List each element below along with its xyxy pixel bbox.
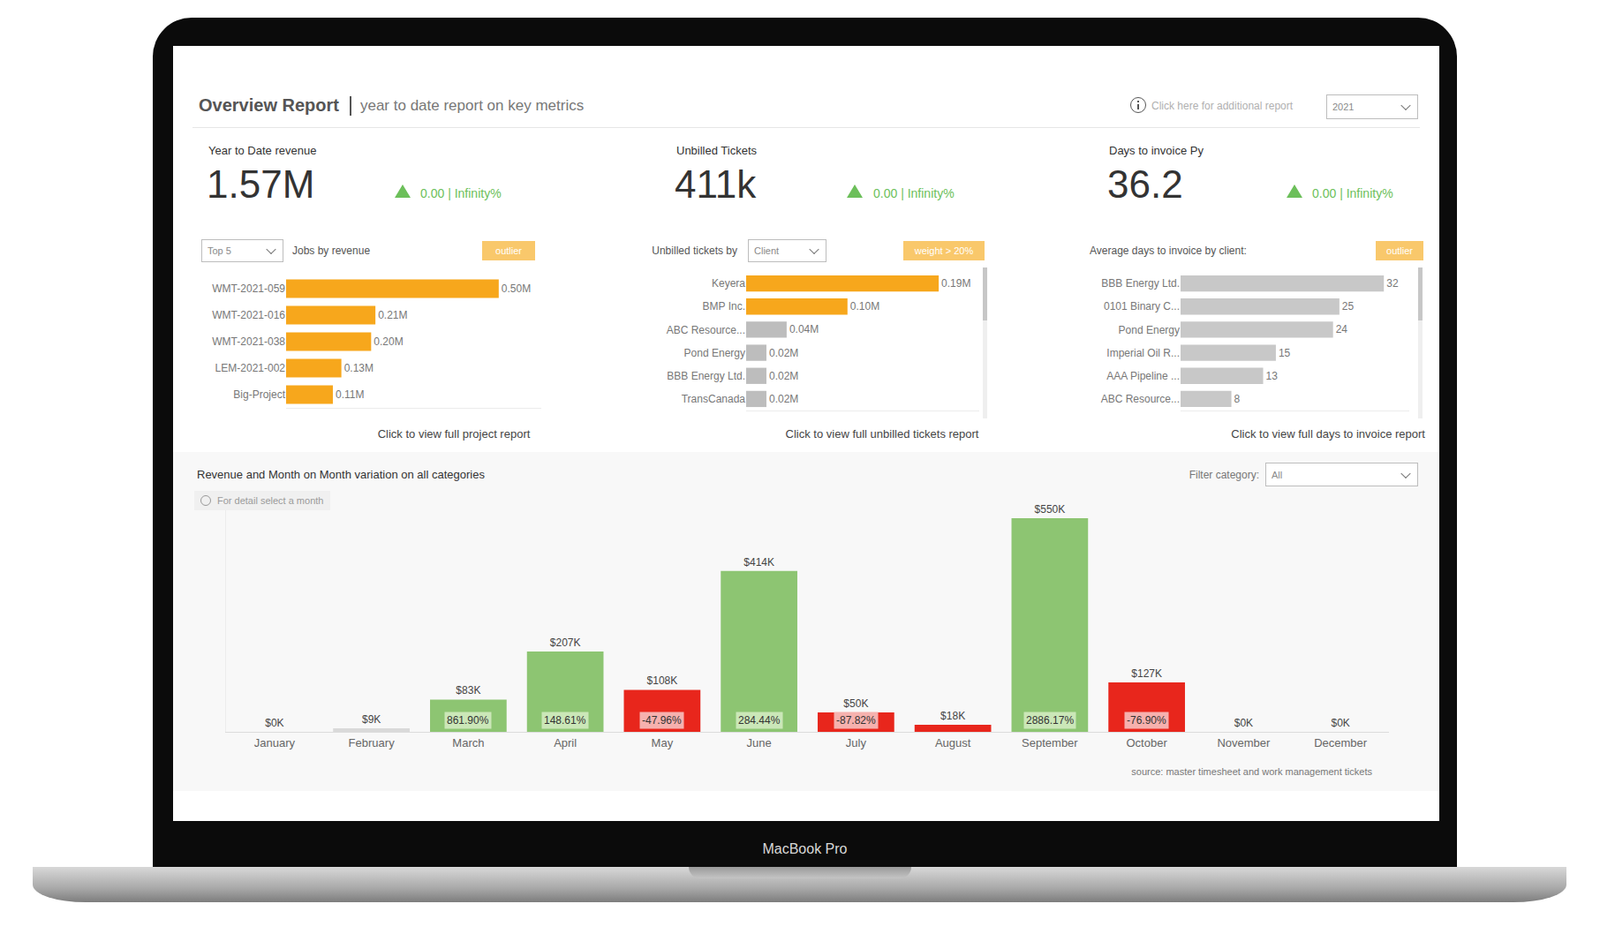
svg-text:Pond Energy: Pond Energy xyxy=(1118,324,1180,337)
svg-text:February: February xyxy=(348,736,396,750)
svg-text:0101 Binary C...: 0101 Binary C... xyxy=(1103,300,1180,313)
svg-text:December: December xyxy=(1313,736,1368,750)
svg-text:BBB Energy Ltd.: BBB Energy Ltd. xyxy=(1101,277,1180,290)
svg-text:BMP Inc.: BMP Inc. xyxy=(702,300,746,313)
svg-text:284.44%: 284.44% xyxy=(738,714,781,727)
svg-text:$127K: $127K xyxy=(1131,667,1163,680)
svg-text:$414K: $414K xyxy=(743,556,775,569)
svg-text:ABC Resource...: ABC Resource... xyxy=(666,324,746,337)
svg-text:November: November xyxy=(1216,736,1271,750)
html-text:0.00 | Infinity%: 0.00 | Infinity% xyxy=(1312,186,1394,201)
html-text:Filter category:: Filter category: xyxy=(1189,468,1260,482)
svg-text:TransCanada: TransCanada xyxy=(681,392,747,406)
svg-text:15: 15 xyxy=(1278,347,1291,360)
html-text:Year to Date revenue: Year to Date revenue xyxy=(208,143,317,158)
html-text:Click to view full unbilled ti: Click to view full unbilled tickets repo… xyxy=(785,427,979,441)
html-text:source: master timesheet and w: source: master timesheet and work manage… xyxy=(1131,766,1373,778)
svg-text:BBB Energy Ltd.: BBB Energy Ltd. xyxy=(666,369,746,383)
svg-text:October: October xyxy=(1126,736,1169,750)
svg-text:$9K: $9K xyxy=(362,713,381,726)
svg-text:$50K: $50K xyxy=(843,697,868,710)
html-text:Click to view full days to inv: Click to view full days to invoice repor… xyxy=(1231,427,1426,441)
html-text:Click here for additional repo: Click here for additional report xyxy=(1151,99,1293,113)
html-text:0.00 | Infinity%: 0.00 | Infinity% xyxy=(420,186,502,201)
svg-text:Big-Project: Big-Project xyxy=(233,388,286,401)
svg-text:-76.90%: -76.90% xyxy=(1126,714,1167,727)
svg-text:WMT-2021-038: WMT-2021-038 xyxy=(211,335,286,348)
html-text:outlier: outlier xyxy=(495,245,522,257)
svg-text:0.20M: 0.20M xyxy=(373,335,403,348)
svg-text:January: January xyxy=(254,736,296,750)
svg-text:13: 13 xyxy=(1266,369,1279,383)
svg-text:25: 25 xyxy=(1342,300,1355,313)
svg-text:$108K: $108K xyxy=(647,674,679,687)
svg-text:Keyera: Keyera xyxy=(711,277,746,290)
svg-text:May: May xyxy=(651,736,674,750)
svg-text:Pond Energy: Pond Energy xyxy=(684,347,746,360)
html-text:Unbilled Tickets: Unbilled Tickets xyxy=(676,143,757,158)
html-text:411k: 411k xyxy=(674,162,757,206)
svg-text:0.02M: 0.02M xyxy=(769,347,799,360)
svg-text:0.04M: 0.04M xyxy=(789,323,819,336)
svg-text:32: 32 xyxy=(1386,277,1399,290)
svg-text:0.21M: 0.21M xyxy=(377,309,408,322)
html-text:Unbilled tickets by: Unbilled tickets by xyxy=(651,244,738,257)
html-text:1.57M: 1.57M xyxy=(206,162,315,206)
html-text:weight > 20%: weight > 20% xyxy=(914,245,974,257)
svg-text:-47.96%: -47.96% xyxy=(641,714,682,727)
svg-text:AAA Pipeline ...: AAA Pipeline ... xyxy=(1106,369,1180,383)
html-text:2021: 2021 xyxy=(1332,101,1355,113)
svg-text:$0K: $0K xyxy=(264,716,284,730)
html-text:Client: Client xyxy=(754,245,779,257)
html-text:Overview Report: Overview Report xyxy=(198,95,340,115)
svg-text:861.90%: 861.90% xyxy=(446,714,490,727)
svg-text:July: July xyxy=(845,736,868,750)
svg-text:$83K: $83K xyxy=(455,684,481,697)
html-text:year to date report on key met: year to date report on key metrics xyxy=(360,96,584,114)
svg-text:8: 8 xyxy=(1234,392,1241,406)
svg-text:0.11M: 0.11M xyxy=(335,388,364,401)
svg-text:0.10M: 0.10M xyxy=(850,300,880,313)
svg-text:0.50M: 0.50M xyxy=(501,282,531,295)
html-text:For detail select a month: For detail select a month xyxy=(217,495,324,506)
html-text:Revenue and Month on Month var: Revenue and Month on Month variation on … xyxy=(196,467,485,482)
svg-text:0.02M: 0.02M xyxy=(769,392,799,406)
html-text:Average days to invoice by cli: Average days to invoice by client: xyxy=(1089,244,1247,257)
svg-text:ABC Resource...: ABC Resource... xyxy=(1101,392,1180,406)
svg-text:$18K: $18K xyxy=(940,709,966,723)
svg-text:WMT-2021-016: WMT-2021-016 xyxy=(211,309,286,322)
html-text:Jobs by revenue: Jobs by revenue xyxy=(292,244,371,257)
svg-text:August: August xyxy=(935,736,972,750)
svg-text:Imperial Oil R...: Imperial Oil R... xyxy=(1106,347,1180,360)
svg-text:September: September xyxy=(1021,736,1079,750)
svg-text:$207K: $207K xyxy=(550,636,582,650)
svg-text:LEM-2021-002: LEM-2021-002 xyxy=(215,362,287,375)
svg-text:WMT-2021-059: WMT-2021-059 xyxy=(211,282,286,295)
html-text:MacBook Pro: MacBook Pro xyxy=(762,841,848,857)
svg-text:$0K: $0K xyxy=(1234,716,1253,730)
svg-text:-87.82%: -87.82% xyxy=(836,714,876,727)
svg-text:0.02M: 0.02M xyxy=(769,369,799,383)
svg-text:148.61%: 148.61% xyxy=(543,714,587,727)
html-text:36.2: 36.2 xyxy=(1107,162,1183,206)
svg-text:April: April xyxy=(553,736,577,750)
svg-text:0.19M: 0.19M xyxy=(941,277,971,290)
html-text:outlier: outlier xyxy=(1386,245,1413,257)
html-text:All: All xyxy=(1271,469,1283,480)
html-text:Top 5: Top 5 xyxy=(207,245,232,257)
svg-text:March: March xyxy=(452,736,484,750)
svg-text:June: June xyxy=(747,736,772,750)
html-text:Days to invoice Py: Days to invoice Py xyxy=(1109,143,1204,158)
html-text:0.00 | Infinity%: 0.00 | Infinity% xyxy=(873,186,955,201)
svg-text:24: 24 xyxy=(1335,323,1349,336)
svg-text:$0K: $0K xyxy=(1330,716,1350,730)
svg-text:0.13M: 0.13M xyxy=(344,362,374,375)
html-text:Click to view full project rep: Click to view full project report xyxy=(377,427,531,441)
svg-text:$550K: $550K xyxy=(1034,503,1066,516)
svg-text:2886.17%: 2886.17% xyxy=(1026,714,1074,727)
